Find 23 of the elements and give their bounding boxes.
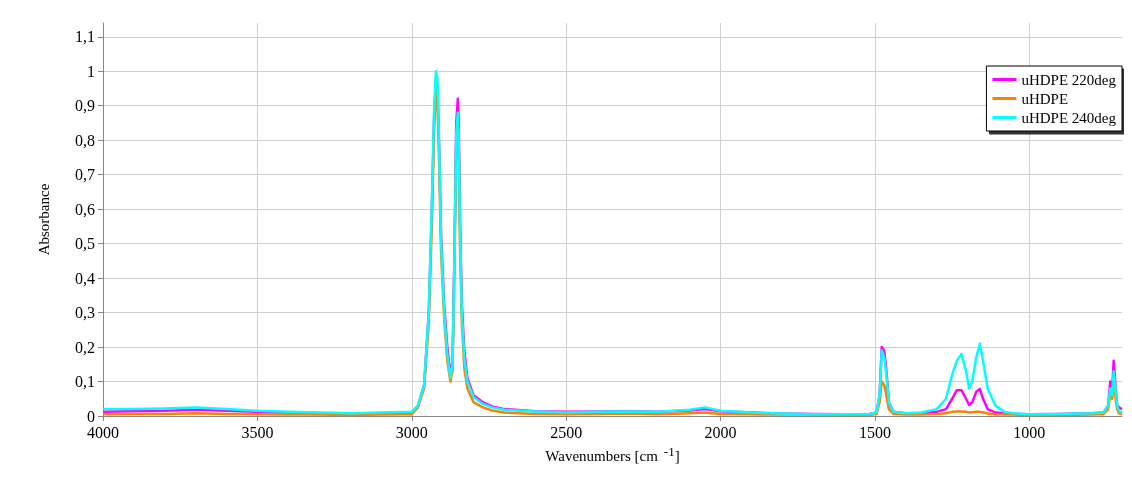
- legend-label: uHDPE 220deg: [1021, 71, 1117, 88]
- y-tick-label: 0,9: [75, 97, 95, 115]
- x-tick-label: 2500: [550, 423, 583, 441]
- x-tick-label: 4000: [87, 423, 119, 441]
- y-tick-label: 1: [87, 62, 95, 80]
- x-tick-label: 3000: [395, 423, 428, 441]
- y-axis-title: Absorbance: [35, 183, 52, 256]
- y-tick-label: 0,5: [75, 235, 95, 253]
- x-tick-label: 1500: [858, 423, 891, 441]
- x-tick-label: 1000: [1013, 423, 1046, 441]
- x-tick-label: 3500: [241, 423, 274, 441]
- y-tick-label: 0: [87, 407, 95, 425]
- y-tick-label: 0,4: [75, 269, 95, 287]
- y-tick-label: 1,1: [75, 28, 95, 46]
- legend-label: uHDPE: [1021, 90, 1069, 107]
- y-tick-label: 0,7: [75, 166, 95, 184]
- y-tick-label: 0,2: [75, 338, 95, 356]
- legend-label: uHDPE 240deg: [1021, 109, 1117, 126]
- x-tick-label: 2000: [704, 423, 737, 441]
- y-tick-label: 0,3: [75, 304, 95, 322]
- y-tick-label: 0,1: [75, 373, 95, 391]
- y-tick-label: 0,6: [75, 200, 95, 218]
- y-tick-label: 0,8: [75, 131, 95, 149]
